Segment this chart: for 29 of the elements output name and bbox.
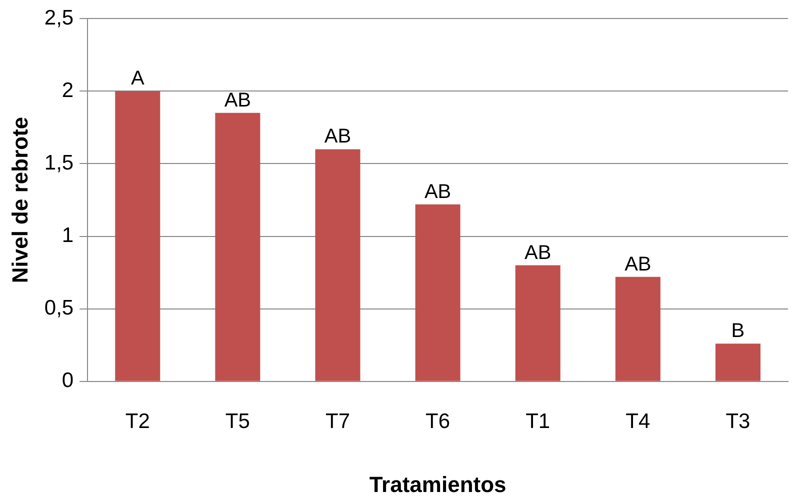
- bar: [115, 91, 160, 381]
- annotation: AB: [324, 126, 352, 148]
- y-tick-label: 0: [62, 369, 74, 392]
- bar: [215, 112, 260, 381]
- x-tick-label: T7: [325, 410, 350, 433]
- annotation: AB: [224, 89, 252, 112]
- x-tick-label: T5: [225, 410, 250, 433]
- y-tick-label: 1,5: [44, 152, 74, 175]
- y-tick-label: 2: [62, 78, 74, 102]
- y-tick-label: 1: [62, 224, 74, 248]
- annotation: AB: [524, 242, 552, 264]
- bar: [315, 149, 360, 381]
- x-tick-label: T3: [726, 410, 750, 433]
- y-axis-title: Nivel de rebrote: [7, 116, 32, 284]
- y-tick-label: 2,5: [44, 6, 74, 30]
- bar: [715, 344, 760, 381]
- x-tick-label: T1: [526, 410, 550, 433]
- x-tick-label: T4: [626, 410, 650, 433]
- bar: [415, 204, 460, 381]
- annotation: B: [731, 320, 745, 342]
- y-tick-label: 0,5: [44, 296, 74, 320]
- x-tick-label: T2: [125, 410, 150, 433]
- annotation: A: [130, 68, 145, 90]
- annotation: AB: [424, 180, 452, 203]
- bar: [515, 265, 560, 381]
- bar: [615, 276, 660, 381]
- annotation: AB: [624, 253, 652, 276]
- x-tick-label: T6: [426, 410, 450, 433]
- x-axis-title: Tratamientos: [369, 472, 506, 497]
